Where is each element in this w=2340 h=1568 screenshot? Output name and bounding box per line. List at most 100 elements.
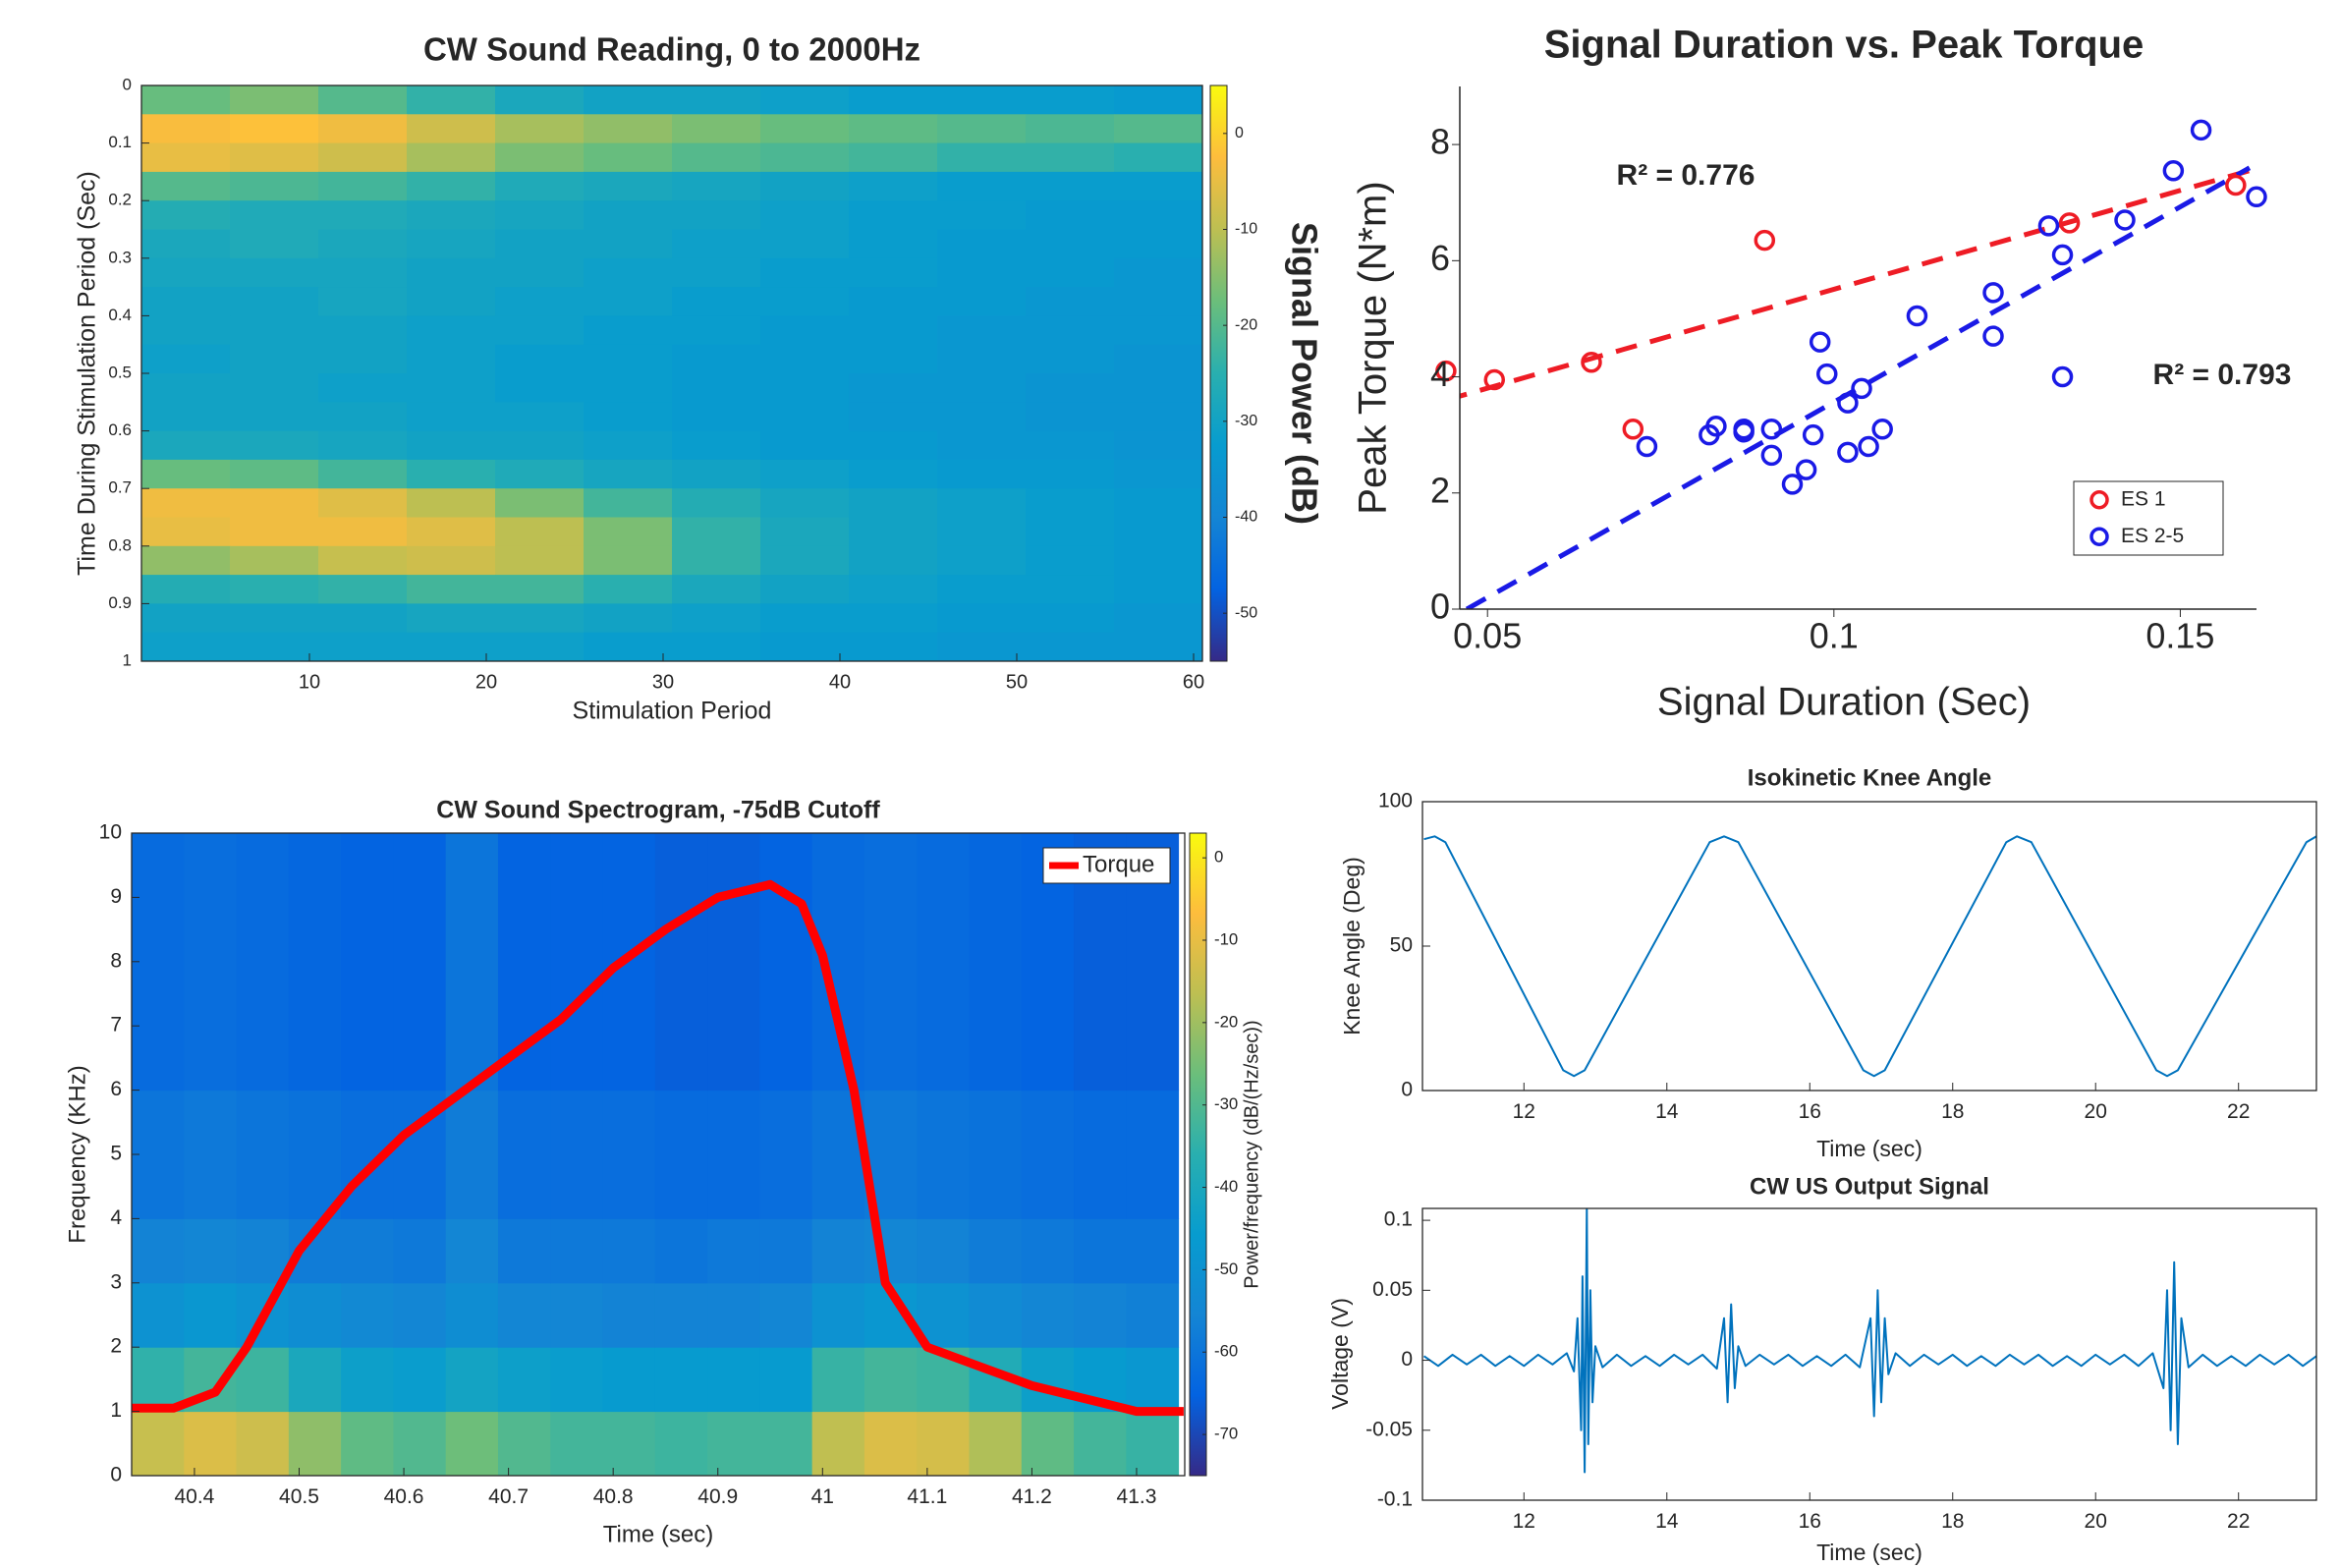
heat-cell (937, 545, 1027, 576)
heat-cell (937, 488, 1027, 518)
y-tick-label: 0 (1430, 587, 1450, 627)
heat-cell (1021, 1347, 1075, 1413)
heat-cell (550, 1347, 604, 1413)
heat-cell (1026, 200, 1115, 230)
heat-cell (184, 1411, 238, 1476)
heat-cell (1126, 1218, 1180, 1284)
heat-cell (230, 287, 319, 316)
heat-cell (759, 833, 813, 1092)
heat-cell (1026, 114, 1115, 144)
heat-cell (495, 632, 585, 661)
heat-cell (495, 114, 585, 144)
heat-cell (760, 171, 850, 201)
x-tick-label: 40.6 (384, 1485, 424, 1508)
heat-cell (917, 1411, 970, 1476)
heat-cell (407, 85, 496, 115)
heat-cell (495, 287, 585, 316)
heat-cell (288, 1347, 342, 1413)
heat-cell (584, 257, 673, 288)
heat-cell (584, 488, 673, 518)
scatter-point (1837, 392, 1859, 414)
heat-cell (1026, 257, 1115, 288)
heat-cell (407, 315, 496, 346)
heat-cell (445, 1218, 499, 1284)
heat-cell (1114, 373, 1202, 403)
heat-cell (230, 603, 319, 634)
plot-area (1423, 835, 2316, 1078)
heat-cell (407, 229, 496, 259)
heat-cell (184, 833, 238, 1092)
heat-cell (445, 833, 499, 1092)
x-tick-label: 40.8 (593, 1485, 634, 1508)
x-tick-label: 41.2 (1012, 1485, 1052, 1508)
heat-cell (672, 142, 761, 173)
heat-cell (1026, 142, 1115, 173)
heat-cell (495, 545, 585, 576)
heat-cell (672, 257, 761, 288)
heat-cell (318, 373, 408, 403)
heat-cell (497, 1282, 551, 1348)
colorbar-tick-label: -10 (1235, 221, 1257, 238)
y-tick-label: 0.4 (108, 306, 132, 324)
y-tick-label: 7 (110, 1014, 122, 1036)
heat-cell (654, 1090, 708, 1219)
scatter-point (1483, 368, 1506, 391)
heat-cell (550, 833, 604, 1092)
heat-cell (141, 229, 231, 259)
heat-cell (969, 1218, 1023, 1284)
heat-cell (393, 1282, 447, 1348)
heat-cell (132, 833, 185, 1092)
y-tick-label: 8 (110, 949, 122, 972)
heat-cell (917, 833, 970, 1092)
heat-cell (495, 488, 585, 518)
heat-cell (672, 545, 761, 576)
heat-cell (141, 200, 231, 230)
y-tick-label: 1 (123, 650, 132, 669)
heat-cell (849, 459, 938, 489)
heat-cell (760, 517, 850, 547)
heat-cell (288, 1090, 342, 1219)
x-tick-label: 50 (1006, 671, 1028, 693)
heat-cell (602, 1347, 656, 1413)
scatter-point (1906, 305, 1928, 327)
heat-cell (318, 114, 408, 144)
heat-cell (937, 229, 1027, 259)
heat-cell (318, 257, 408, 288)
heat-cell (230, 315, 319, 346)
x-tick-label: 20 (475, 671, 497, 693)
panel: 0 -10 -20 -30 -40 -50 -60 -70 Power/frequency (d… (64, 797, 1262, 1548)
heat-cell (584, 142, 673, 173)
heat-cell (318, 517, 408, 547)
heat-cell (230, 229, 319, 259)
heat-cell (407, 344, 496, 374)
heat-cell (759, 1090, 813, 1219)
heat-cell (917, 1090, 970, 1219)
heat-cell (864, 833, 918, 1092)
heat-cell (495, 373, 585, 403)
heat-cell (1114, 315, 1202, 346)
heat-cell (407, 603, 496, 634)
heat-cell (937, 114, 1027, 144)
panel: 12 14 16 18 20 22 0 50 100 Isokinetic Knee Angle T… (1339, 764, 2317, 1161)
heat-cell (184, 1218, 238, 1284)
heat-cell (584, 114, 673, 144)
heat-cell (141, 603, 231, 634)
heat-cell (937, 517, 1027, 547)
x-tick-label: 20 (2085, 1100, 2107, 1123)
scatter-point (2051, 365, 2074, 388)
heat-cell (495, 200, 585, 230)
heat-cell (1026, 171, 1115, 201)
heat-cell (495, 229, 585, 259)
heat-cell (1126, 1090, 1180, 1219)
heat-cell (141, 114, 231, 144)
scatter-point (1858, 435, 1879, 458)
heat-cell (672, 114, 761, 144)
heat-cell (495, 315, 585, 346)
heat-cell (236, 1090, 290, 1219)
scatter-point (1581, 352, 1602, 373)
heat-cell (811, 1282, 865, 1348)
scatter-point (1435, 360, 1457, 382)
heat-cell (849, 257, 938, 288)
heat-cell (849, 344, 938, 374)
heat-cell (937, 402, 1027, 432)
